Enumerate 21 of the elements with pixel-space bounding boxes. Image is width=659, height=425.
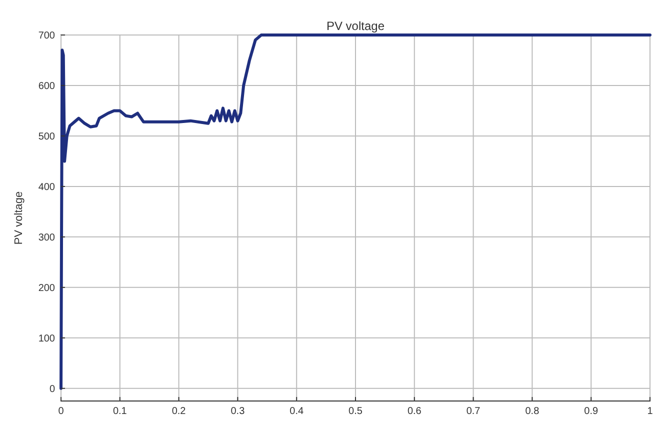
- y-tick-label: 100: [38, 333, 56, 344]
- y-axis-title: PV voltage: [13, 191, 25, 245]
- y-tick-label: 400: [38, 182, 56, 193]
- y-tick-label: 600: [38, 80, 56, 92]
- y-tick-label: 0: [49, 384, 56, 395]
- x-tick-label: 0.7: [466, 406, 481, 417]
- y-tick-label: 500: [38, 131, 56, 142]
- x-tick-label: 0.3: [230, 406, 246, 417]
- x-tick-label: 1: [647, 406, 654, 417]
- x-tick-label: 0.1: [112, 406, 128, 417]
- x-tick-label: 0.2: [172, 406, 186, 417]
- x-tick-label: 0: [58, 406, 64, 417]
- x-tick-label: 0.6: [407, 406, 422, 417]
- chart-title: PV voltage: [326, 19, 385, 33]
- x-tick-label: 0.5: [348, 406, 363, 417]
- y-tick-label: 700: [38, 30, 56, 42]
- y-tick-label: 200: [38, 282, 56, 294]
- x-tick-label: 0.8: [525, 406, 540, 417]
- x-tick-label: 0.4: [290, 406, 304, 417]
- y-tick-label: 300: [38, 232, 56, 244]
- x-tick-label: 0.9: [584, 406, 598, 417]
